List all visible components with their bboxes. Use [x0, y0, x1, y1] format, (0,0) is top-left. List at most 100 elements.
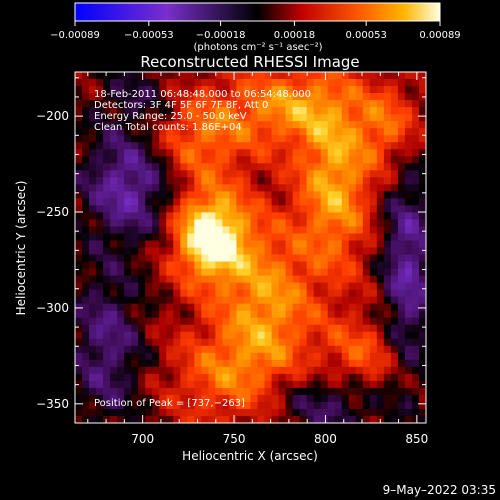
heatmap-cell [243, 233, 252, 242]
heatmap-cell [313, 310, 322, 319]
heatmap-cell [292, 275, 301, 284]
heatmap-cell [383, 114, 392, 122]
heatmap-cell [152, 170, 160, 178]
heatmap-cell [152, 184, 160, 192]
heatmap-cell [313, 324, 322, 333]
heatmap-cell [75, 289, 83, 298]
colorbar-tick-label: 0.00053 [346, 30, 387, 41]
heatmap-cell [159, 156, 167, 164]
heatmap-cell [243, 226, 252, 235]
heatmap-cell [313, 100, 322, 108]
heatmap-cell [390, 275, 399, 284]
heatmap-cell [355, 86, 364, 94]
heatmap-cell [201, 254, 209, 263]
heatmap-cell [362, 142, 371, 150]
heatmap-cell [320, 233, 329, 242]
heatmap-cell [159, 401, 167, 410]
heatmap-cell [131, 191, 139, 199]
heatmap-cell [285, 324, 294, 333]
heatmap-cell [355, 205, 364, 213]
heatmap-cell [194, 72, 202, 80]
heatmap-cell [264, 394, 273, 403]
heatmap-cell [236, 93, 245, 101]
heatmap-cell [348, 93, 357, 101]
heatmap-cell [299, 177, 308, 185]
heatmap-cell [285, 163, 294, 171]
heatmap-cell [355, 128, 364, 136]
heatmap-cell [257, 387, 266, 396]
heatmap-cell [166, 149, 174, 157]
heatmap-cell [215, 296, 224, 305]
heatmap-cell [285, 72, 294, 80]
heatmap-cell [355, 100, 364, 108]
heatmap-cell [96, 142, 104, 150]
heatmap-cell [201, 296, 209, 305]
heatmap-cell [411, 226, 420, 235]
heatmap-cell [278, 296, 287, 305]
heatmap-cell [124, 107, 132, 115]
heatmap-cell [201, 212, 209, 221]
heatmap-cell [327, 317, 336, 326]
heatmap-cell [362, 380, 371, 389]
heatmap-cell [208, 282, 216, 291]
heatmap-cell [341, 93, 350, 101]
heatmap-cell [96, 170, 104, 178]
heatmap-cell [201, 240, 209, 249]
heatmap-cell [271, 401, 280, 410]
heatmap-cell [194, 310, 202, 319]
heatmap-cell [138, 338, 146, 347]
heatmap-cell [250, 282, 259, 291]
heatmap-cell [145, 310, 153, 319]
heatmap-cell [397, 289, 406, 298]
heatmap-cell [166, 338, 174, 347]
heatmap-cell [334, 205, 343, 213]
heatmap-cell [418, 254, 426, 263]
heatmap-cell [117, 198, 125, 206]
heatmap-cell [131, 86, 139, 94]
heatmap-cell [236, 303, 245, 312]
heatmap-cell [264, 121, 273, 129]
heatmap-cell [82, 205, 90, 213]
heatmap-cell [257, 289, 266, 298]
heatmap-cell [271, 233, 280, 242]
heatmap-cell [285, 366, 294, 375]
heatmap-cell [313, 121, 322, 129]
heatmap-cell [117, 93, 125, 101]
heatmap-cell [159, 149, 167, 157]
heatmap-cell [313, 86, 322, 94]
heatmap-cell [418, 345, 426, 354]
heatmap-cell [152, 415, 160, 423]
heatmap-cell [201, 282, 209, 291]
heatmap-cell [201, 317, 209, 326]
heatmap-cell [159, 191, 167, 199]
heatmap-cell [103, 191, 111, 199]
heatmap-cell [138, 394, 146, 403]
heatmap-cell [201, 198, 209, 206]
heatmap-cell [397, 254, 406, 263]
heatmap-cell [264, 86, 273, 94]
heatmap-cell [208, 366, 216, 375]
heatmap-cell [250, 100, 259, 108]
heatmap-cell [124, 380, 132, 389]
heatmap-cell [313, 240, 322, 249]
heatmap-cell [180, 296, 188, 305]
heatmap-cell [243, 380, 252, 389]
heatmap-cell [348, 240, 357, 249]
heatmap-cell [145, 233, 153, 242]
heatmap-cell [229, 128, 238, 136]
heatmap-cell [390, 114, 399, 122]
heatmap-cell [376, 177, 385, 185]
heatmap-cell [110, 317, 118, 326]
heatmap-cell [103, 268, 111, 277]
heatmap-cell [215, 408, 224, 417]
heatmap-cell [117, 317, 125, 326]
heatmap-cell [250, 93, 259, 101]
heatmap-cell [369, 212, 378, 221]
heatmap-cell [264, 366, 273, 375]
heatmap-cell [82, 387, 90, 396]
heatmap-cell [117, 387, 125, 396]
heatmap-cell [355, 107, 364, 115]
heatmap-cell [180, 100, 188, 108]
heatmap-cell [306, 310, 315, 319]
heatmap-cell [369, 275, 378, 284]
